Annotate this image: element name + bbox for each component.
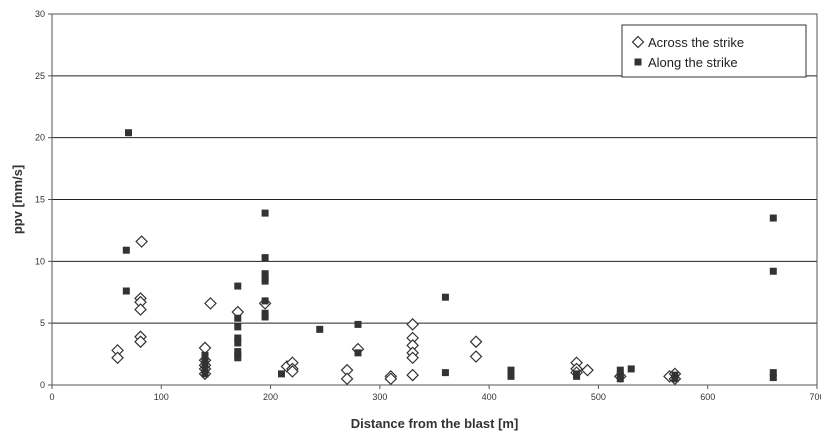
x-axis-title: Distance from the blast [m] bbox=[351, 416, 519, 431]
data-point-square bbox=[769, 369, 777, 377]
y-tick-label: 20 bbox=[35, 133, 45, 143]
data-point-diamond bbox=[469, 335, 483, 349]
x-tick-label: 400 bbox=[482, 392, 497, 402]
data-point-square bbox=[627, 365, 635, 373]
data-point-diamond bbox=[135, 235, 148, 248]
x-tick-label: 600 bbox=[700, 392, 715, 402]
data-point-square bbox=[234, 334, 242, 342]
data-point-square bbox=[573, 372, 581, 380]
data-point-diamond bbox=[134, 303, 147, 316]
data-point-diamond bbox=[469, 350, 483, 363]
data-point-square bbox=[234, 314, 242, 322]
data-points bbox=[111, 129, 777, 386]
data-point-square bbox=[278, 370, 285, 378]
data-point-square bbox=[201, 359, 209, 367]
x-tick-label: 200 bbox=[263, 392, 278, 402]
data-point-square bbox=[616, 375, 624, 383]
legend-items: Across the strike Along the strike bbox=[631, 35, 744, 70]
data-point-diamond bbox=[406, 368, 419, 382]
data-point-square bbox=[234, 282, 242, 290]
x-tick-label: 700 bbox=[809, 392, 821, 402]
data-point-diamond bbox=[340, 372, 354, 386]
x-tick-label: 300 bbox=[372, 392, 387, 402]
legend-square-icon bbox=[634, 58, 642, 66]
data-point-diamond bbox=[286, 365, 299, 378]
x-tick-label: 100 bbox=[154, 392, 169, 402]
y-tick-label: 10 bbox=[35, 256, 45, 266]
data-point-square bbox=[671, 371, 679, 379]
data-point-square bbox=[261, 273, 269, 281]
data-point-square bbox=[122, 287, 130, 295]
data-point-square bbox=[122, 246, 130, 254]
data-point-diamond bbox=[581, 363, 594, 377]
y-tick-label: 25 bbox=[35, 71, 45, 81]
data-point-diamond bbox=[204, 297, 217, 310]
x-tick-label: 500 bbox=[591, 392, 606, 402]
data-point-diamond bbox=[134, 335, 147, 349]
data-point-square bbox=[769, 214, 777, 222]
legend: Across the strike Along the strike bbox=[621, 24, 807, 78]
data-point-square bbox=[201, 351, 209, 359]
data-point-square bbox=[234, 323, 242, 331]
y-tick-label: 30 bbox=[35, 9, 45, 19]
data-point-square bbox=[507, 366, 515, 374]
series-along-the-strike bbox=[122, 129, 777, 383]
y-axis-title: ppv [mm/s] bbox=[10, 165, 25, 234]
data-point-square bbox=[354, 320, 362, 328]
y-tick-label: 0 bbox=[40, 380, 45, 390]
x-tick-label: 0 bbox=[49, 392, 54, 402]
y-tick-label: 5 bbox=[40, 318, 45, 328]
data-point-square bbox=[201, 366, 209, 374]
data-point-square bbox=[261, 254, 269, 262]
data-point-square bbox=[769, 267, 777, 275]
y-axis-ticks: 0 5 10 15 20 25 30 bbox=[35, 9, 52, 390]
data-point-square bbox=[201, 370, 209, 378]
data-point-square bbox=[201, 362, 209, 370]
data-point-square bbox=[261, 297, 269, 305]
data-point-square bbox=[354, 349, 362, 357]
data-point-square bbox=[441, 369, 449, 377]
legend-diamond-icon bbox=[631, 35, 645, 49]
data-point-square bbox=[261, 270, 269, 278]
data-point-square bbox=[616, 371, 624, 379]
data-point-square bbox=[261, 209, 269, 217]
data-point-square bbox=[201, 355, 209, 363]
data-point-square bbox=[234, 354, 242, 362]
legend-label: Across the strike bbox=[648, 35, 744, 50]
data-point-square bbox=[616, 366, 624, 374]
data-point-square bbox=[507, 372, 515, 380]
data-point-square bbox=[234, 339, 242, 347]
data-point-diamond bbox=[406, 351, 419, 365]
legend-label: Along the strike bbox=[648, 55, 738, 70]
data-point-square bbox=[671, 375, 679, 383]
data-point-diamond bbox=[111, 351, 124, 365]
data-point-square bbox=[261, 309, 269, 317]
legend-box bbox=[621, 24, 807, 78]
data-point-square bbox=[234, 348, 242, 356]
data-point-square bbox=[125, 129, 132, 137]
x-axis-ticks: 0 100 200 300 400 500 600 700 bbox=[49, 385, 821, 402]
data-point-square bbox=[769, 374, 777, 382]
data-point-diamond bbox=[384, 372, 398, 386]
data-point-square bbox=[316, 325, 324, 333]
data-point-square bbox=[261, 313, 269, 321]
data-point-square bbox=[261, 277, 269, 285]
y-tick-label: 15 bbox=[35, 195, 45, 205]
data-point-square bbox=[441, 293, 449, 301]
data-point-diamond bbox=[406, 318, 419, 331]
